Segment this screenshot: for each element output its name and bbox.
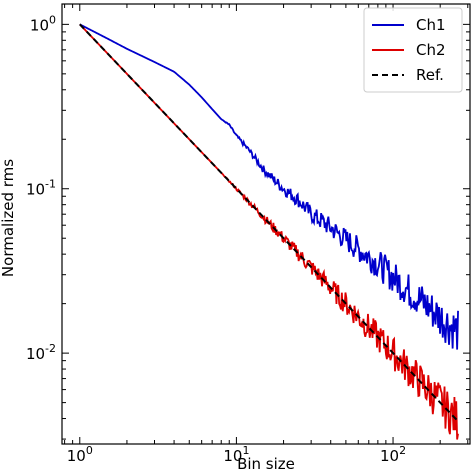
tick-label-base: 10 [67,447,86,465]
tick-label-exponent: 2 [399,444,406,457]
y-tick-label: 10-1 [26,178,56,199]
tick-label-exponent: 1 [242,444,249,457]
axes-layer [61,3,471,445]
x-tick-label: 101 [223,444,249,465]
tick-label-exponent: -2 [45,342,56,355]
axes-frame [61,3,471,445]
y-tick-label: 10-2 [26,342,56,363]
tick-label-exponent: -1 [45,178,56,191]
y-tick-label: 100 [30,13,56,34]
tick-label-base: 10 [26,345,45,363]
legend-label: Ref. [416,66,444,84]
tick-label-base: 10 [380,447,399,465]
tick-label-base: 10 [26,181,45,199]
x-tick-label: 100 [67,444,93,465]
tick-label-base: 10 [223,447,242,465]
legend-box [363,7,463,93]
tick-label-exponent: 0 [49,13,56,26]
legend-label: Ch2 [416,41,446,59]
tick-label-base: 10 [30,16,49,34]
x-axis-label: Bin size [237,455,295,473]
legend: Ch1 Ch2 Ref. [363,7,463,93]
tick-label-exponent: 0 [86,444,93,457]
series-line-ref [79,23,459,422]
x-tick-label: 102 [380,444,406,465]
series-line-ch1 [79,23,459,350]
legend-label: Ch1 [416,16,446,34]
y-axis-label: Normalized rms [0,159,17,277]
series-layer [79,23,459,440]
